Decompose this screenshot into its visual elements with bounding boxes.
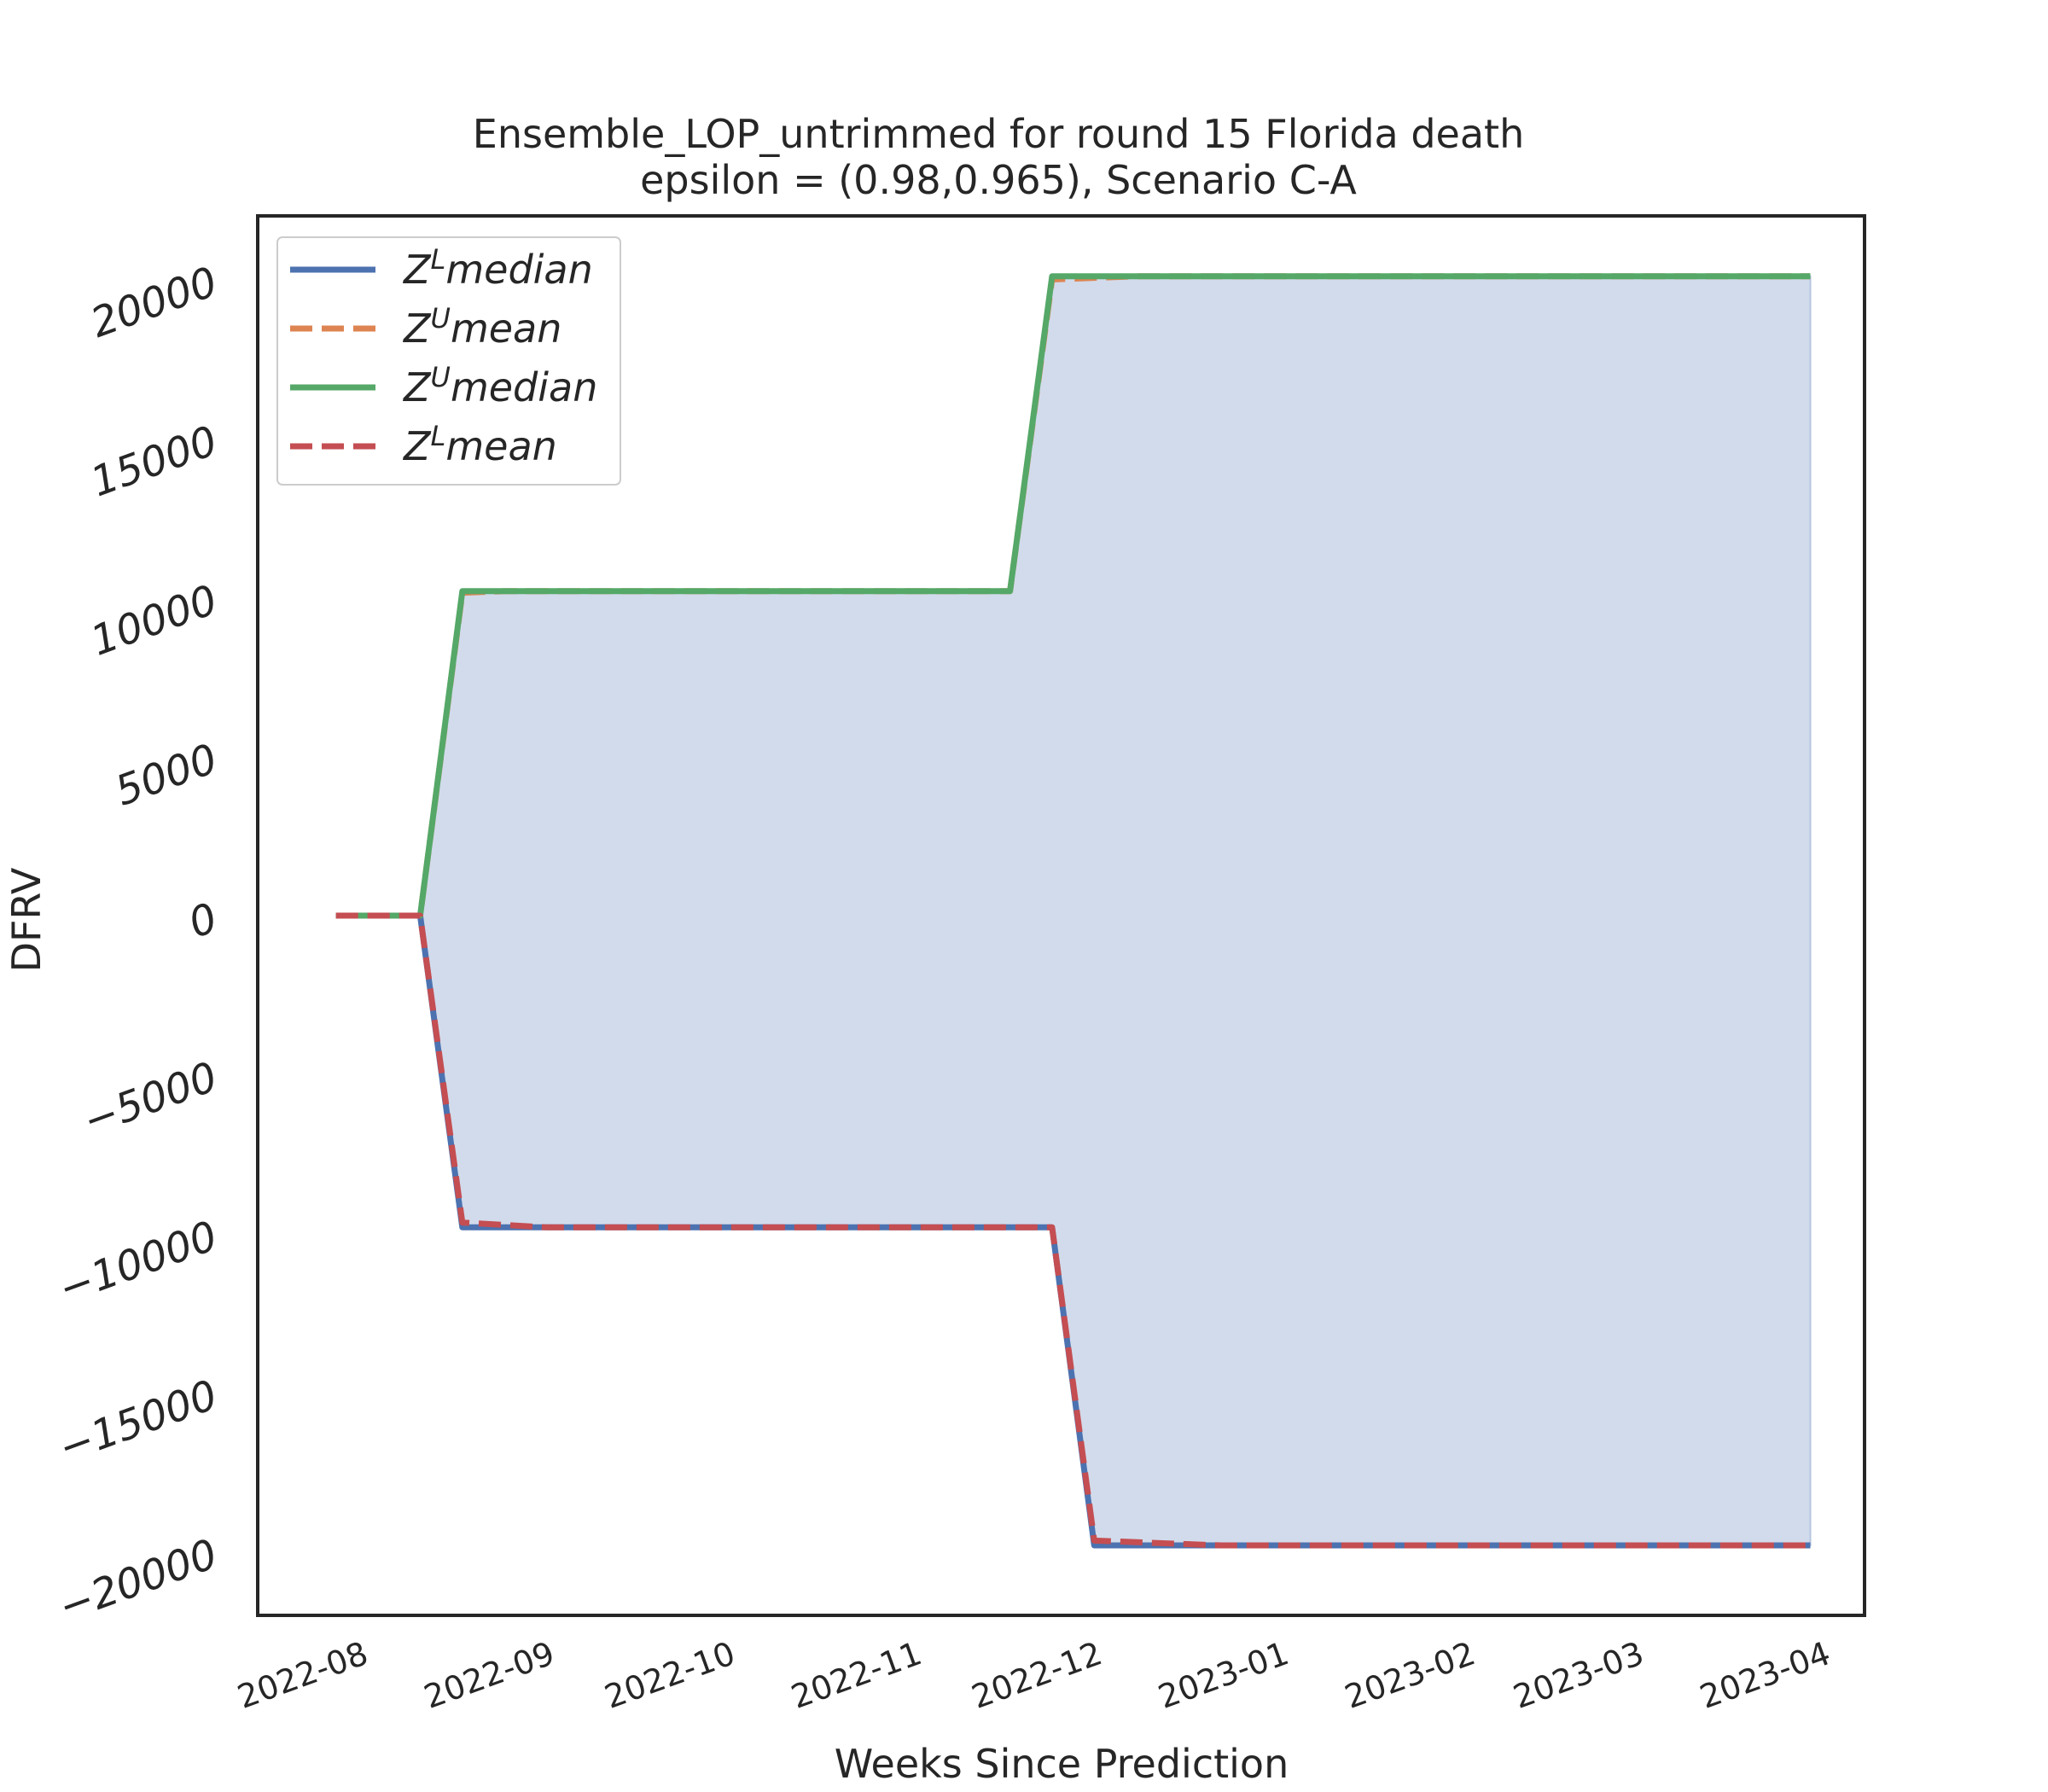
y-tick-label: −15000 <box>52 1371 223 1473</box>
y-axis-label: DFRV <box>3 867 49 972</box>
x-tick-label: 2023-02 <box>1340 1634 1480 1716</box>
y-tick-label: −20000 <box>52 1530 223 1632</box>
y-tick-label: −10000 <box>52 1212 223 1313</box>
legend-frame <box>276 236 621 486</box>
x-tick-label: 2023-04 <box>1695 1634 1835 1716</box>
y-tick-label: 10000 <box>84 576 224 666</box>
chart-subtitle: epsilon = (0.98,0.965), Scenario C-A <box>640 157 1357 203</box>
x-tick-label: 2022-09 <box>419 1634 559 1716</box>
y-tick-label: 0 <box>183 894 224 948</box>
chart-title: Ensemble_LOP_untrimmed for round 15 Flor… <box>473 111 1524 157</box>
legend-label: ZUmean <box>402 302 561 352</box>
plot-area <box>335 273 1812 1549</box>
x-tick-label: 2022-08 <box>233 1634 373 1716</box>
y-tick-label: −5000 <box>77 1053 224 1145</box>
plot-frame <box>256 214 1866 1617</box>
x-tick-label: 2022-11 <box>786 1634 926 1716</box>
legend-label: ZLmean <box>402 420 557 469</box>
legend-label: ZUmedian <box>402 361 597 410</box>
legend-label: ZLmedian <box>402 243 593 293</box>
series-line-l-mean <box>335 912 1811 1549</box>
x-tick-label: 2023-03 <box>1509 1634 1649 1716</box>
y-tick-label: 5000 <box>109 735 224 815</box>
x-tick-label: 2022-10 <box>600 1634 740 1716</box>
y-tick-labels: −20000 −15000 −10000 −5000 0 5000 10000 15000 20… <box>52 258 223 1632</box>
x-tick-labels: 2022-08 2022-09 2022-10 2022-11 2022-12 2023-… <box>233 1634 1836 1716</box>
y-tick-label: 15000 <box>84 417 224 507</box>
x-tick-label: 2022-12 <box>967 1634 1107 1716</box>
legend: ZLmedian ZUmean ZUmedian ZLmean <box>276 236 621 486</box>
y-tick-label: 20000 <box>84 258 224 347</box>
x-tick-label: 2023-01 <box>1154 1634 1294 1716</box>
x-axis-label: Weeks Since Prediction <box>835 1741 1289 1787</box>
